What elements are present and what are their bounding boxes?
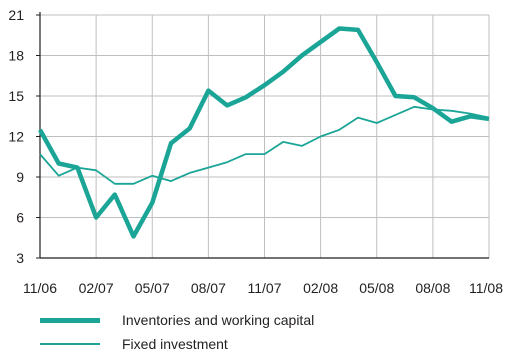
legend: Inventories and working capital Fixed in… [40,308,314,356]
x-tick-label-11-06: 11/06 [23,280,57,296]
x-tick-label-02-07: 02/07 [79,280,114,296]
grid [39,14,490,258]
y-tick-label-12: 12 [8,129,24,145]
x-tick-label-05-07: 05/07 [135,280,170,296]
series-line-fixed-investment [39,105,490,185]
legend-label-fixed-investment: Fixed investment [122,336,228,352]
series-line-inventories [38,26,490,239]
series-lines [38,26,490,239]
x-tick-label-11-08: 11/08 [469,280,503,296]
y-tick-labels: 3 6 9 12 15 18 21 [8,7,24,266]
x-tick-labels: 11/06 02/07 05/07 08/07 11/07 02/08 05/08 08/08… [23,280,503,296]
legend-item-fixed-investment: Fixed investment [40,332,314,356]
legend-swatch-thin [40,343,100,345]
y-tick-label-15: 15 [8,88,24,104]
axes [36,12,489,259]
legend-swatch-thick [40,317,100,323]
y-tick-label-6: 6 [16,210,24,226]
x-tick-label-05-08: 05/08 [359,280,394,296]
y-tick-label-9: 9 [16,169,24,185]
x-tick-label-02-08: 02/08 [303,280,338,296]
y-tick-label-18: 18 [8,48,24,64]
y-tick-label-21: 21 [8,7,24,23]
legend-label-inventories: Inventories and working capital [122,312,315,328]
x-tick-label-11-07: 11/07 [248,280,282,296]
y-tick-label-3: 3 [16,250,24,266]
legend-item-inventories: Inventories and working capital [40,308,314,332]
x-tick-label-08-07: 08/07 [191,280,226,296]
x-tick-label-08-08: 08/08 [415,280,450,296]
